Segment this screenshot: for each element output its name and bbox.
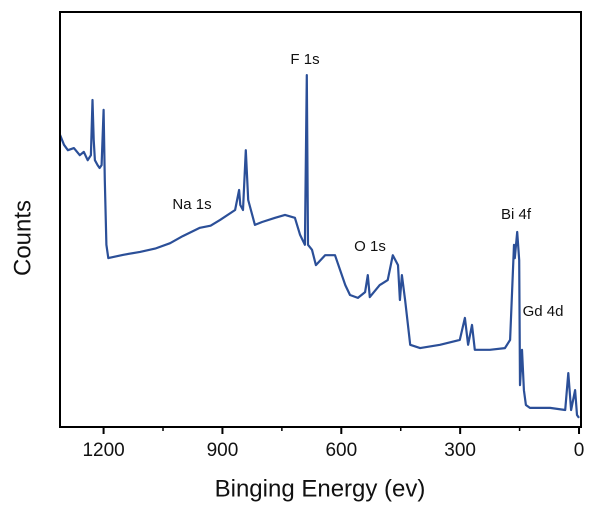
peak-annotation: O 1s — [354, 238, 386, 255]
plot-frame — [59, 11, 582, 428]
peak-annotation: Bi 4f — [501, 206, 532, 223]
y-axis-label: Counts — [9, 200, 36, 276]
x-tick-label: 300 — [444, 440, 476, 461]
x-axis-label: Binging Energy (ev) — [215, 475, 426, 502]
peak-annotation: Na 1s — [172, 196, 211, 213]
x-tick-label: 600 — [325, 440, 357, 461]
spectrum-line — [58, 73, 580, 419]
x-tick-label: 900 — [207, 440, 239, 461]
peak-annotation: F 1s — [290, 51, 319, 68]
x-tick-label: 0 — [574, 440, 585, 461]
peak-annotation: Gd 4d — [523, 303, 564, 320]
x-tick-label: 1200 — [82, 440, 124, 461]
